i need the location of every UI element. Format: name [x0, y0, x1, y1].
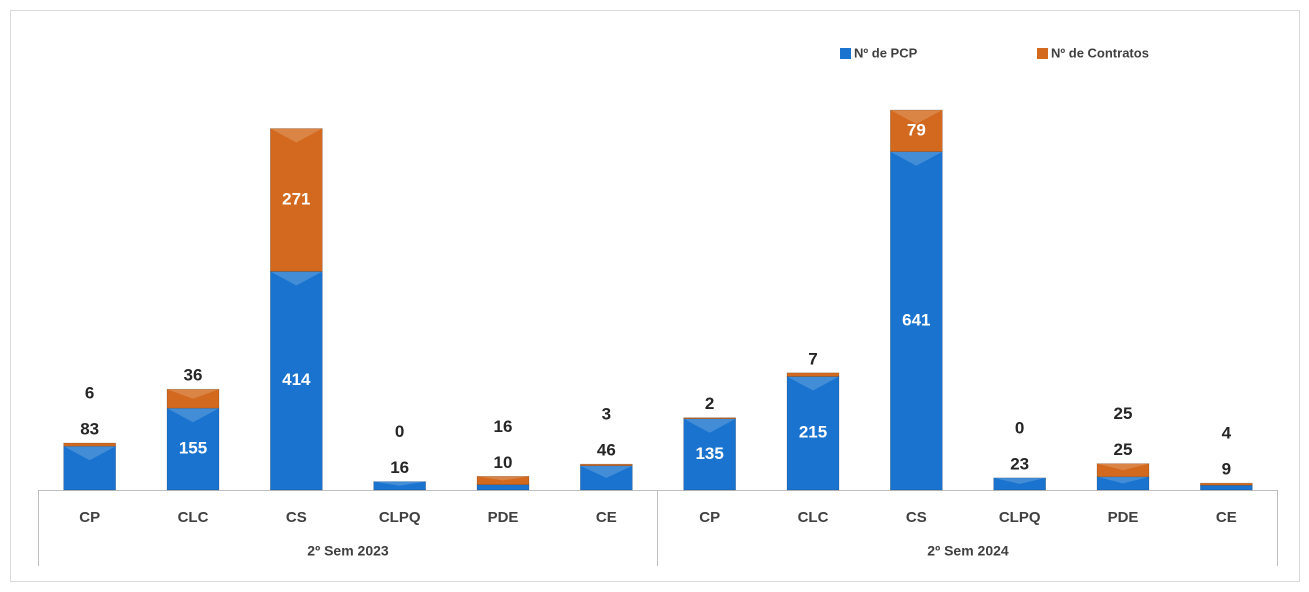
- bar-bevel: [167, 389, 219, 399]
- bar-segment: [373, 481, 426, 491]
- bar-bevel: [890, 110, 943, 124]
- bar-segment: [63, 442, 116, 447]
- bar-segment: [1200, 484, 1253, 491]
- data-label: 271: [282, 189, 310, 208]
- data-label: 7: [808, 349, 817, 368]
- bar-segment: [270, 271, 323, 491]
- bar-segment: [786, 372, 840, 377]
- x-tick-label: CE: [1216, 509, 1237, 526]
- x-tick-label: PDE: [1108, 509, 1139, 526]
- bar-bevel: [993, 477, 1046, 484]
- bar-segment: [890, 151, 943, 491]
- chart-frame: [10, 10, 1300, 582]
- data-label: 2: [705, 394, 714, 413]
- x-tick-label: CLC: [798, 509, 829, 526]
- data-label: 9: [1222, 460, 1231, 479]
- bar-bevel: [787, 376, 839, 391]
- data-label: 641: [902, 310, 930, 329]
- bar-bevel: [373, 481, 426, 486]
- data-label: 10: [494, 453, 513, 472]
- x-tick-label: CLPQ: [999, 509, 1041, 526]
- data-label: 4: [1222, 424, 1232, 443]
- legend-swatch: [1037, 48, 1048, 59]
- bar-bevel: [270, 271, 323, 286]
- bar-segment: [270, 128, 323, 272]
- legend-label: Nº de Contratos: [1051, 45, 1149, 60]
- bar-bevel: [270, 128, 323, 143]
- data-label: 79: [907, 120, 926, 139]
- data-label: 46: [597, 441, 616, 460]
- legend-swatch: [840, 48, 851, 59]
- x-tick-label: CS: [286, 509, 307, 526]
- bar-bevel: [1097, 463, 1149, 471]
- group-label: 2º Sem 2024: [927, 543, 1009, 559]
- group-label: 2º Sem 2023: [307, 543, 389, 559]
- data-label: 0: [395, 422, 404, 441]
- bar-bevel: [63, 446, 116, 461]
- data-label: 16: [390, 458, 409, 477]
- bar-segment: [63, 445, 116, 491]
- bar-bevel: [683, 418, 736, 433]
- data-label: 3: [602, 405, 611, 424]
- data-label: 414: [282, 370, 311, 389]
- bar-bevel: [1097, 476, 1149, 484]
- data-label: 215: [799, 423, 827, 442]
- bar-bevel: [580, 465, 633, 478]
- data-label: 23: [1010, 454, 1029, 473]
- x-tick-label: CE: [596, 509, 617, 526]
- data-label: 6: [85, 384, 94, 403]
- data-label: 83: [80, 420, 99, 439]
- legend-label: Nº de PCP: [854, 45, 918, 60]
- data-label: 16: [494, 417, 513, 436]
- data-label: 135: [695, 444, 723, 463]
- bar-segment: [683, 418, 736, 491]
- x-tick-label: CLC: [178, 509, 209, 526]
- data-label: 0: [1015, 418, 1024, 437]
- x-tick-label: CLPQ: [379, 509, 421, 526]
- bar-segment: [476, 484, 530, 491]
- data-label: 25: [1114, 440, 1133, 459]
- bar-segment: [890, 109, 943, 152]
- bar-segment: [683, 417, 736, 420]
- bar-segment: [1200, 482, 1253, 486]
- bar-segment: [166, 388, 220, 409]
- x-tick-label: CP: [699, 509, 720, 526]
- x-tick-label: CS: [906, 509, 927, 526]
- bar-bevel: [167, 408, 219, 423]
- bar-segment: [993, 477, 1046, 491]
- data-label: 36: [184, 366, 203, 385]
- bar-segment: [476, 475, 530, 486]
- bar-bevel: [477, 476, 529, 481]
- data-label: 25: [1114, 404, 1133, 423]
- data-label: 155: [179, 439, 207, 458]
- x-tick-label: PDE: [488, 509, 519, 526]
- bar-segment: [786, 376, 840, 491]
- x-tick-label: CP: [79, 509, 100, 526]
- bar-segment: [580, 463, 633, 467]
- bar-bevel: [890, 151, 943, 166]
- bar-segment: [1096, 463, 1150, 478]
